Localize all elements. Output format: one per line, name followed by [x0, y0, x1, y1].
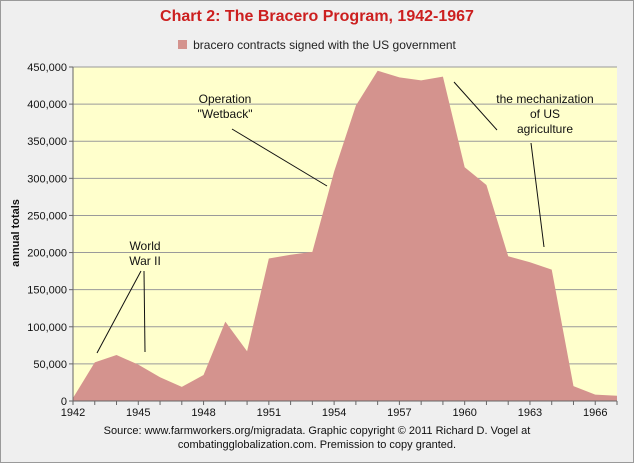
legend: bracero contracts signed with the US gov…	[0, 38, 634, 52]
x-tick-label: 1960	[452, 407, 476, 419]
annotation-text: "Wetback"	[198, 107, 253, 121]
legend-label: bracero contracts signed with the US gov…	[193, 38, 456, 52]
y-tick-label: 400,000	[27, 99, 67, 111]
y-tick-label: 450,000	[27, 62, 67, 74]
x-tick-label: 1951	[257, 407, 281, 419]
annotation-text: of US	[530, 107, 560, 121]
source-note: Source: www.farmworkers.org/migradata. G…	[0, 424, 634, 452]
annotation-pointer	[96, 270, 142, 354]
y-tick-label: 150,000	[27, 285, 67, 297]
annotation-pointer	[530, 142, 545, 248]
annotation-pointer	[453, 81, 498, 131]
annotation-text: World	[129, 239, 160, 253]
y-tick-label: 50,000	[33, 359, 67, 371]
series-area	[73, 70, 617, 401]
y-tick-label: 350,000	[27, 136, 67, 148]
source-line-2: combatingglobalization.com. Premission t…	[177, 439, 457, 451]
x-tick-label: 1963	[518, 407, 542, 419]
annotation: Operation"Wetback"	[198, 92, 328, 187]
x-tick-label: 1948	[191, 407, 215, 419]
annotation-text: the mechanization	[496, 92, 593, 106]
annotation-text: War II	[129, 254, 161, 268]
x-tick-label: 1954	[322, 407, 346, 419]
y-axis-label: annual totals	[10, 199, 22, 267]
annotation-pointer	[231, 128, 328, 187]
y-tick-label: 300,000	[27, 173, 67, 185]
x-tick-label: 1966	[583, 407, 607, 419]
x-tick-label: 1957	[387, 407, 411, 419]
annotation-text: Operation	[199, 92, 252, 106]
y-tick-label: 100,000	[27, 322, 67, 334]
annotation-pointer	[143, 270, 146, 353]
y-tick-label: 200,000	[27, 248, 67, 260]
chart-title: Chart 2: The Bracero Program, 1942-1967	[160, 8, 474, 25]
legend-swatch	[178, 40, 188, 49]
x-tick-label: 1942	[61, 407, 85, 419]
source-line-1: Source: www.farmworkers.org/migradata. G…	[103, 425, 531, 437]
x-tick-label: 1945	[126, 407, 150, 419]
y-tick-label: 0	[61, 396, 67, 408]
annotation-text: agriculture	[517, 122, 573, 136]
y-tick-label: 250,000	[27, 210, 67, 222]
